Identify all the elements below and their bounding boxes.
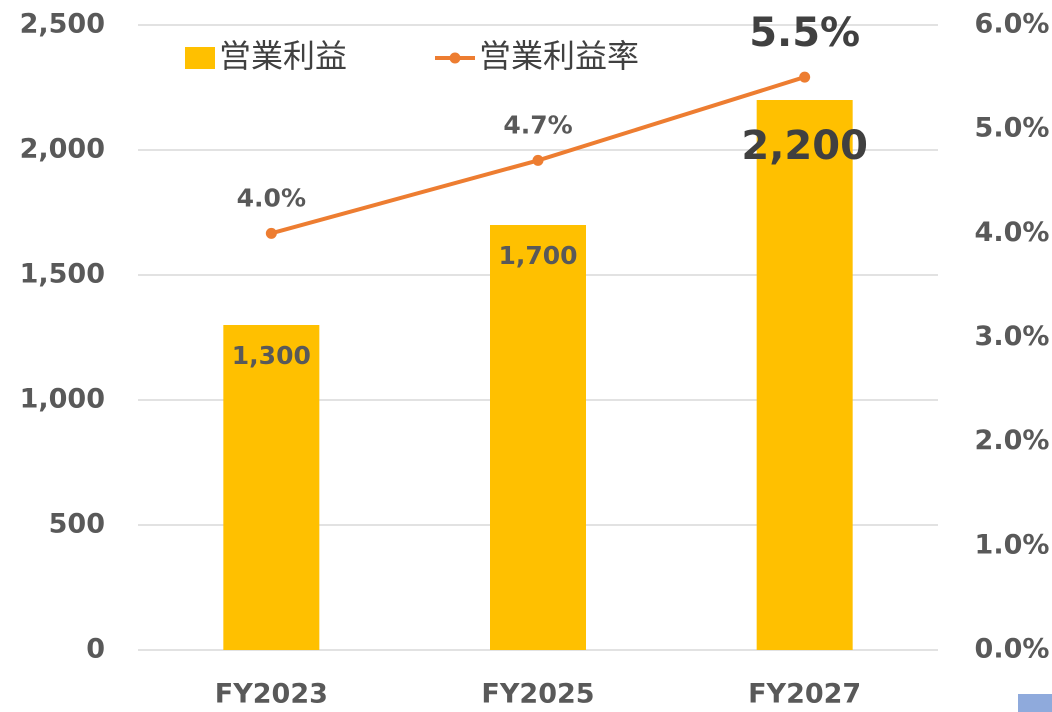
y-tick-label: 1,500 — [20, 259, 105, 290]
bar — [756, 100, 853, 650]
data-label: 1,700 — [498, 241, 577, 270]
legend-swatch — [185, 47, 215, 69]
legend-label: 営業利益 — [219, 37, 347, 75]
line-point — [532, 154, 544, 166]
bar — [223, 325, 320, 650]
data-label: 2,200 — [741, 123, 868, 169]
data-label: 5.5% — [749, 10, 860, 56]
line-point — [799, 71, 811, 83]
x-tick-label: FY2023 — [215, 679, 328, 710]
bar — [490, 225, 586, 650]
y2-tick-label: 1.0% — [975, 529, 1050, 560]
corner-mark — [1018, 694, 1052, 712]
y2-tick-label: 3.0% — [975, 321, 1050, 352]
y-tick-label: 1,000 — [20, 384, 105, 415]
y-tick-label: 2,500 — [20, 9, 105, 40]
y-tick-label: 500 — [49, 509, 105, 540]
data-label: 4.0% — [237, 183, 306, 212]
x-tick-label: FY2025 — [481, 679, 594, 710]
data-label: 4.7% — [503, 110, 572, 139]
data-label: 1,300 — [232, 341, 311, 370]
y2-tick-label: 4.0% — [975, 217, 1050, 248]
y-tick-label: 0 — [86, 634, 105, 665]
x-tick-label: FY2027 — [748, 679, 861, 710]
y2-tick-label: 2.0% — [975, 425, 1050, 456]
line-point — [265, 227, 277, 239]
y2-tick-label: 6.0% — [975, 9, 1050, 40]
legend-label: 営業利益率 — [479, 37, 639, 75]
y-tick-label: 2,000 — [20, 134, 105, 165]
legend-point — [449, 52, 461, 64]
y2-tick-label: 0.0% — [975, 634, 1050, 665]
y2-tick-label: 5.0% — [975, 113, 1050, 144]
